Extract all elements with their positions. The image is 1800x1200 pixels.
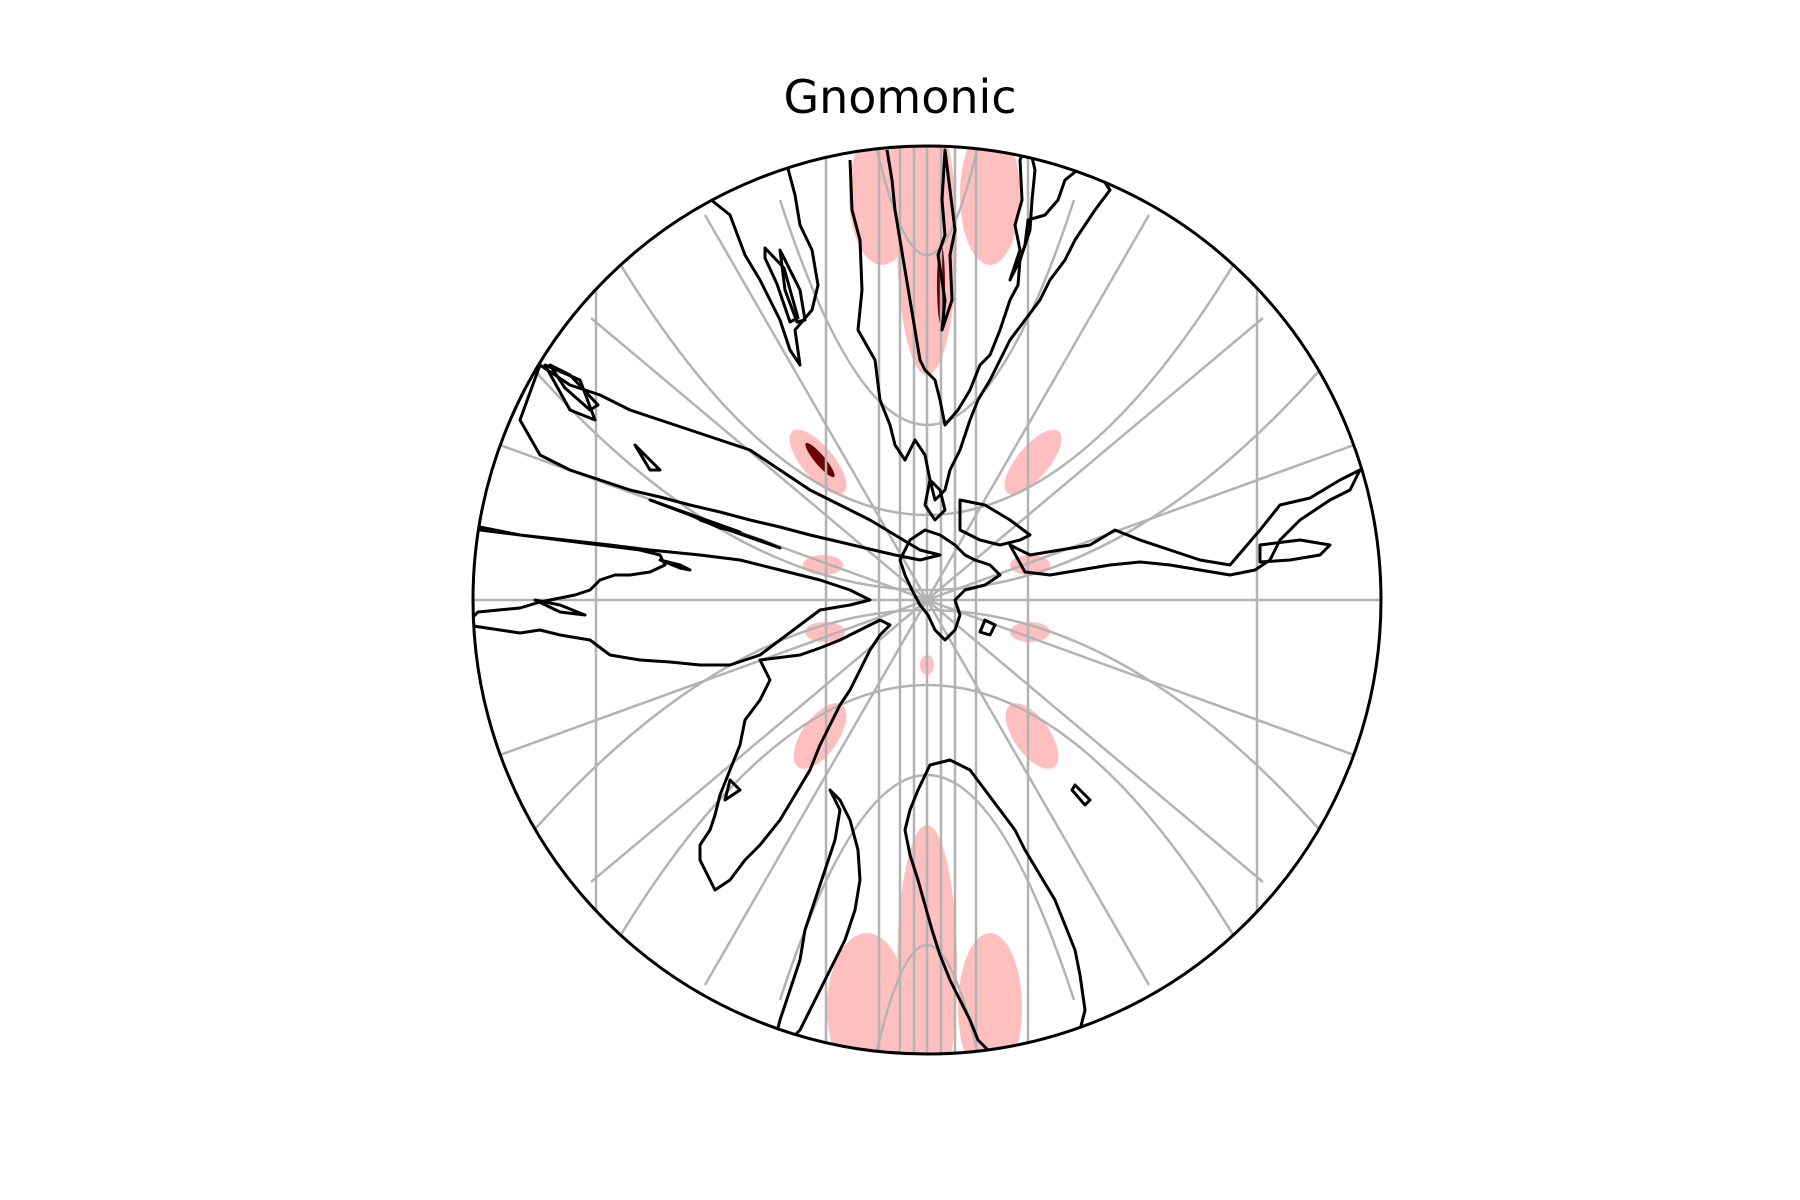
coastline (658, 558, 692, 572)
map-boundary (471, 144, 1383, 1056)
parallel-line (778, 773, 1076, 1001)
tissot-ellipse (960, 146, 1020, 265)
tissot-ellipse (1004, 429, 1062, 495)
coastline (936, 148, 957, 332)
coastline (763, 246, 800, 324)
coastline (1258, 538, 1332, 564)
coastline (548, 363, 600, 412)
coastline (518, 363, 942, 562)
coastline (533, 598, 587, 617)
coastline (704, 164, 820, 367)
coastline (723, 778, 742, 802)
parallel-line (598, 683, 1256, 971)
coastlines (473, 146, 1362, 1054)
coastline (698, 618, 892, 892)
tissot-ellipse (827, 933, 907, 1054)
coastline (473, 523, 872, 667)
coastline (978, 618, 997, 637)
parallel-line (875, 943, 979, 1051)
tissot-ellipse (803, 555, 843, 575)
tissot-ellipse (805, 442, 835, 478)
coastline (923, 478, 947, 522)
coastline (848, 149, 1112, 502)
coastline (898, 528, 1002, 642)
coastline (1008, 468, 1362, 577)
parallel-line (499, 329, 1355, 592)
tissot-ellipse (958, 933, 1022, 1054)
coastline (698, 518, 782, 550)
parallel-line (598, 229, 1256, 517)
coastline (1070, 783, 1092, 807)
tissot-ellipse (793, 703, 847, 769)
coastline (1008, 146, 1037, 282)
coastline (958, 498, 1032, 547)
coastline (778, 248, 807, 324)
map-title: Gnomonic (783, 70, 1017, 124)
parallel-line (875, 149, 979, 257)
meridian-line (499, 443, 1355, 757)
tissot-ellipse (1005, 703, 1059, 769)
parallel-line (499, 608, 1355, 871)
coastline (633, 443, 662, 472)
